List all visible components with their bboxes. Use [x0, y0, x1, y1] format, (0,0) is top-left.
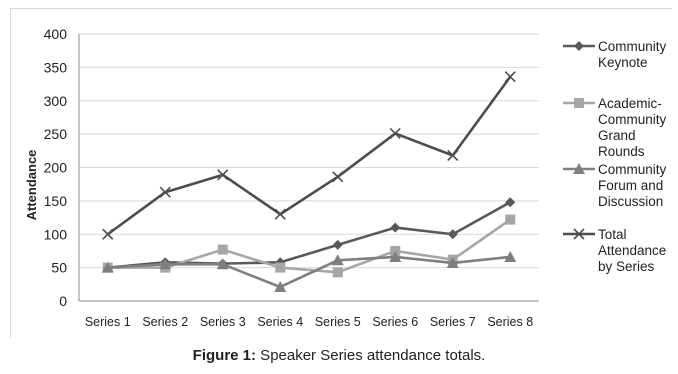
series-3: [102, 71, 516, 240]
y-axis-label: Attendance: [24, 150, 39, 221]
data-point-diamond: [332, 239, 343, 250]
series-group: [101, 71, 517, 292]
x-tick-label: Series 2: [142, 315, 188, 329]
x-tick-label: Series 6: [372, 315, 418, 329]
series-line: [107, 255, 511, 289]
gridlines: [78, 33, 539, 302]
x-tick-label: Series 1: [85, 315, 131, 329]
x-tick-label: Series 4: [257, 315, 303, 329]
y-tick-label: 300: [44, 93, 68, 109]
legend-label: Total: [598, 227, 627, 242]
data-point-square: [217, 244, 228, 255]
caption-text: Speaker Series attendance totals.: [256, 347, 486, 364]
data-point-x: [102, 228, 114, 240]
data-point-x: [573, 228, 585, 240]
y-tick-label: 0: [59, 293, 67, 309]
data-point-triangle: [216, 258, 229, 270]
y-tick-label: 400: [44, 26, 68, 42]
data-point-x: [217, 169, 229, 181]
data-point-square: [275, 262, 286, 273]
data-point-x: [389, 127, 401, 140]
x-tick-label: Series 7: [430, 315, 476, 329]
y-tick-label: 350: [44, 59, 68, 75]
data-point-triangle: [573, 163, 585, 174]
y-axis-ticks: 0 50 100 150 200 250 300 350 400: [44, 26, 68, 309]
data-point-x: [447, 149, 459, 162]
data-point-triangle: [504, 250, 517, 262]
data-point-triangle: [446, 256, 459, 268]
data-point-square: [390, 245, 401, 256]
data-point-x: [332, 171, 344, 183]
legend-label: Grand: [598, 128, 636, 143]
x-axis-ticks: Series 1 Series 2 Series 3 Series 4 Series 5…: [85, 315, 533, 329]
legend-label: Community: [598, 112, 667, 127]
data-point-square: [505, 214, 516, 225]
data-point-x: [159, 186, 171, 198]
caption-label: Figure 1:: [192, 347, 257, 364]
data-point-triangle: [101, 261, 114, 273]
series-line: [107, 201, 511, 269]
data-point-triangle: [159, 258, 172, 270]
x-tick-label: Series 3: [200, 315, 246, 329]
legend-label: Discussion: [598, 194, 663, 209]
legend-label: Attendance: [598, 243, 666, 258]
legend-label: Rounds: [598, 144, 645, 159]
legend-label: Keynote: [598, 55, 648, 70]
legend-label: Forum and: [598, 178, 663, 193]
data-point-x: [504, 71, 516, 83]
series-line: [106, 75, 512, 236]
data-point-diamond: [574, 41, 584, 51]
y-tick-label: 150: [44, 193, 68, 209]
x-tick-label: Series 5: [315, 315, 361, 329]
y-tick-label: 50: [51, 260, 67, 276]
legend-label: Community: [598, 39, 667, 54]
legend-label: Academic-: [598, 96, 662, 111]
figure-caption: Figure 1: Speaker Series attendance tota…: [0, 347, 678, 364]
data-point-triangle: [274, 280, 287, 292]
data-point-triangle: [389, 250, 402, 262]
y-tick-label: 250: [44, 126, 68, 142]
y-tick-label: 100: [44, 226, 68, 242]
series-2: [101, 250, 517, 292]
data-point-diamond: [447, 229, 458, 240]
data-point-square: [574, 98, 584, 108]
data-point-diamond: [390, 222, 401, 233]
data-point-diamond: [505, 197, 516, 208]
chart-area: [10, 8, 672, 338]
data-point-triangle: [331, 254, 344, 266]
legend: CommunityKeynoteAcademic-CommunityGrandR…: [563, 39, 667, 274]
y-tick-label: 200: [44, 160, 68, 176]
legend-label: Community: [598, 162, 667, 177]
data-point-square: [332, 267, 343, 278]
x-tick-label: Series 8: [487, 315, 533, 329]
legend-label: by Series: [598, 259, 655, 274]
data-point-x: [274, 208, 286, 220]
